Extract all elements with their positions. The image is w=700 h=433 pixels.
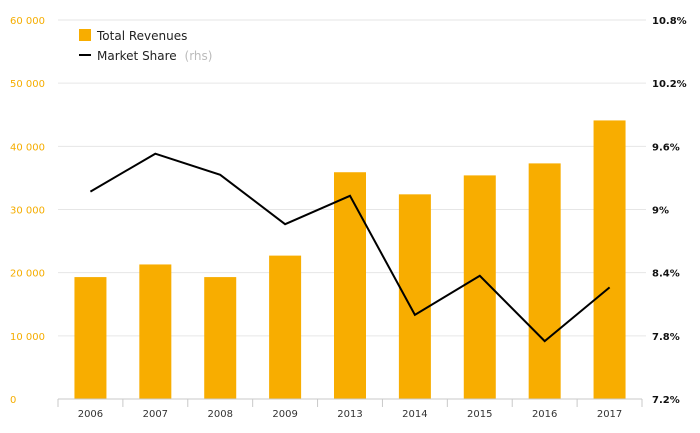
right-axis-ticks: 7.2% 7.8% 8.4% 9% 9.6% 10.2% 10.8% <box>652 16 687 406</box>
bar-2017 <box>593 120 626 399</box>
bar-2014 <box>398 194 431 399</box>
x-axis <box>57 398 643 407</box>
left-tick-label: 10 000 <box>10 332 45 343</box>
legend-label-total-revenues: Total Revenues <box>96 29 187 43</box>
right-tick-label: 10.8% <box>652 16 687 27</box>
line-series-market-share <box>89 152 611 343</box>
x-tick-label-2014: 2014 <box>402 409 427 420</box>
x-tick-label-2007: 2007 <box>143 409 168 420</box>
x-tick-label-2016: 2016 <box>532 409 557 420</box>
x-tick-label-2006: 2006 <box>78 409 103 420</box>
legend-swatch-total-revenues <box>79 29 91 41</box>
right-tick-label: 8.4% <box>652 269 680 280</box>
bar-2009 <box>269 255 302 399</box>
market-share-line <box>89 152 611 343</box>
legend-label-rhs: (rhs) <box>185 49 213 63</box>
left-tick-label: 0 <box>10 395 16 406</box>
x-tick-label-2017: 2017 <box>597 409 622 420</box>
x-axis-ticks: 2006 2007 2008 2009 2013 2014 2015 2016 2017 <box>78 409 623 420</box>
left-tick-label: 40 000 <box>10 142 45 153</box>
left-axis-ticks: 0 10 000 20 000 30 000 40 000 50 000 60 000 <box>10 16 45 406</box>
x-tick-label-2015: 2015 <box>467 409 492 420</box>
x-tick-label-2009: 2009 <box>272 409 297 420</box>
right-tick-label: 7.8% <box>652 332 680 343</box>
left-tick-label: 60 000 <box>10 16 45 27</box>
bar-2016 <box>528 163 561 399</box>
legend-label-market-share: Market Share <box>97 49 177 63</box>
bar-2006 <box>74 277 107 399</box>
bar-2008 <box>204 277 237 399</box>
right-tick-label: 9.6% <box>652 142 680 153</box>
right-tick-label: 10.2% <box>652 79 687 90</box>
bar-series-total-revenues <box>74 120 626 399</box>
bar-2013 <box>334 172 366 399</box>
legend-label-market-share-group: Market Share (rhs) <box>97 49 212 63</box>
x-tick-label-2008: 2008 <box>207 409 232 420</box>
left-tick-label: 20 000 <box>10 269 45 280</box>
x-tick-label-2013: 2013 <box>337 409 362 420</box>
bar-2007 <box>139 264 172 399</box>
legend: Total Revenues Market Share (rhs) <box>79 29 212 63</box>
left-tick-label: 30 000 <box>10 206 45 217</box>
right-tick-label: 9% <box>652 206 669 217</box>
left-tick-label: 50 000 <box>10 79 45 90</box>
right-tick-label: 7.2% <box>652 395 680 406</box>
